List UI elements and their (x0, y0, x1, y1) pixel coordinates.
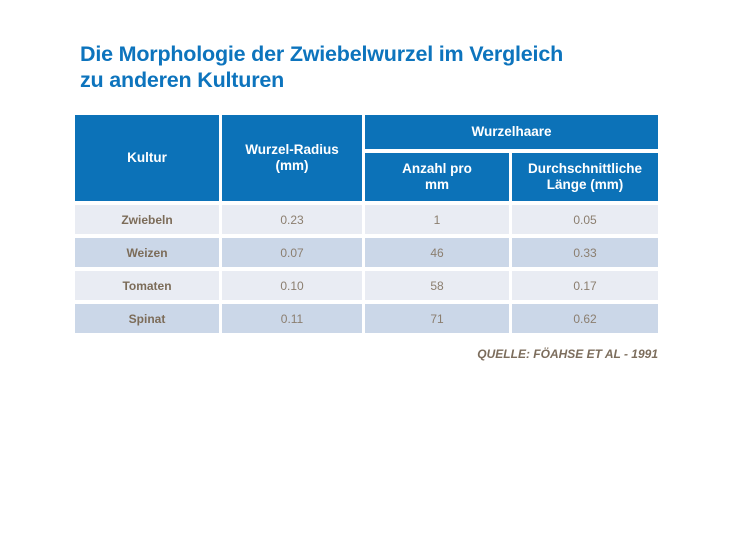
source-caption: QUELLE: FÖAHSE ET AL - 1991 (477, 347, 658, 361)
row-label-zwiebeln: Zwiebeln (75, 205, 219, 234)
row-label-spinat: Spinat (75, 304, 219, 333)
row-label-tomaten: Tomaten (75, 271, 219, 300)
column-header-anzahl-pro-mm: Anzahl pro mm (365, 153, 509, 201)
zwiebeln-anzahl-pro-mm: 1 (365, 205, 509, 234)
tomaten-laenge: 0.17 (512, 271, 658, 300)
column-header-wurzelhaare: Wurzelhaare (365, 115, 658, 149)
spinat-anzahl-pro-mm: 71 (365, 304, 509, 333)
tomaten-anzahl-pro-mm: 58 (365, 271, 509, 300)
column-header-durchschnittliche-laenge: Durchschnittliche Länge (mm) (512, 153, 658, 201)
column-header-wurzel-radius: Wurzel-Radius (mm) (222, 115, 362, 201)
row-label-weizen: Weizen (75, 238, 219, 267)
tomaten-wurzel-radius: 0.10 (222, 271, 362, 300)
spinat-laenge: 0.62 (512, 304, 658, 333)
weizen-anzahl-pro-mm: 46 (365, 238, 509, 267)
spinat-wurzel-radius: 0.11 (222, 304, 362, 333)
comparison-table: Kultur Wurzel-Radius (mm) Wurzelhaare An… (75, 115, 658, 333)
page-title: Die Morphologie der Zwiebelwurzel im Ver… (80, 42, 564, 92)
zwiebeln-laenge: 0.05 (512, 205, 658, 234)
column-header-kultur: Kultur (75, 115, 219, 201)
zwiebeln-wurzel-radius: 0.23 (222, 205, 362, 234)
weizen-laenge: 0.33 (512, 238, 658, 267)
weizen-wurzel-radius: 0.07 (222, 238, 362, 267)
